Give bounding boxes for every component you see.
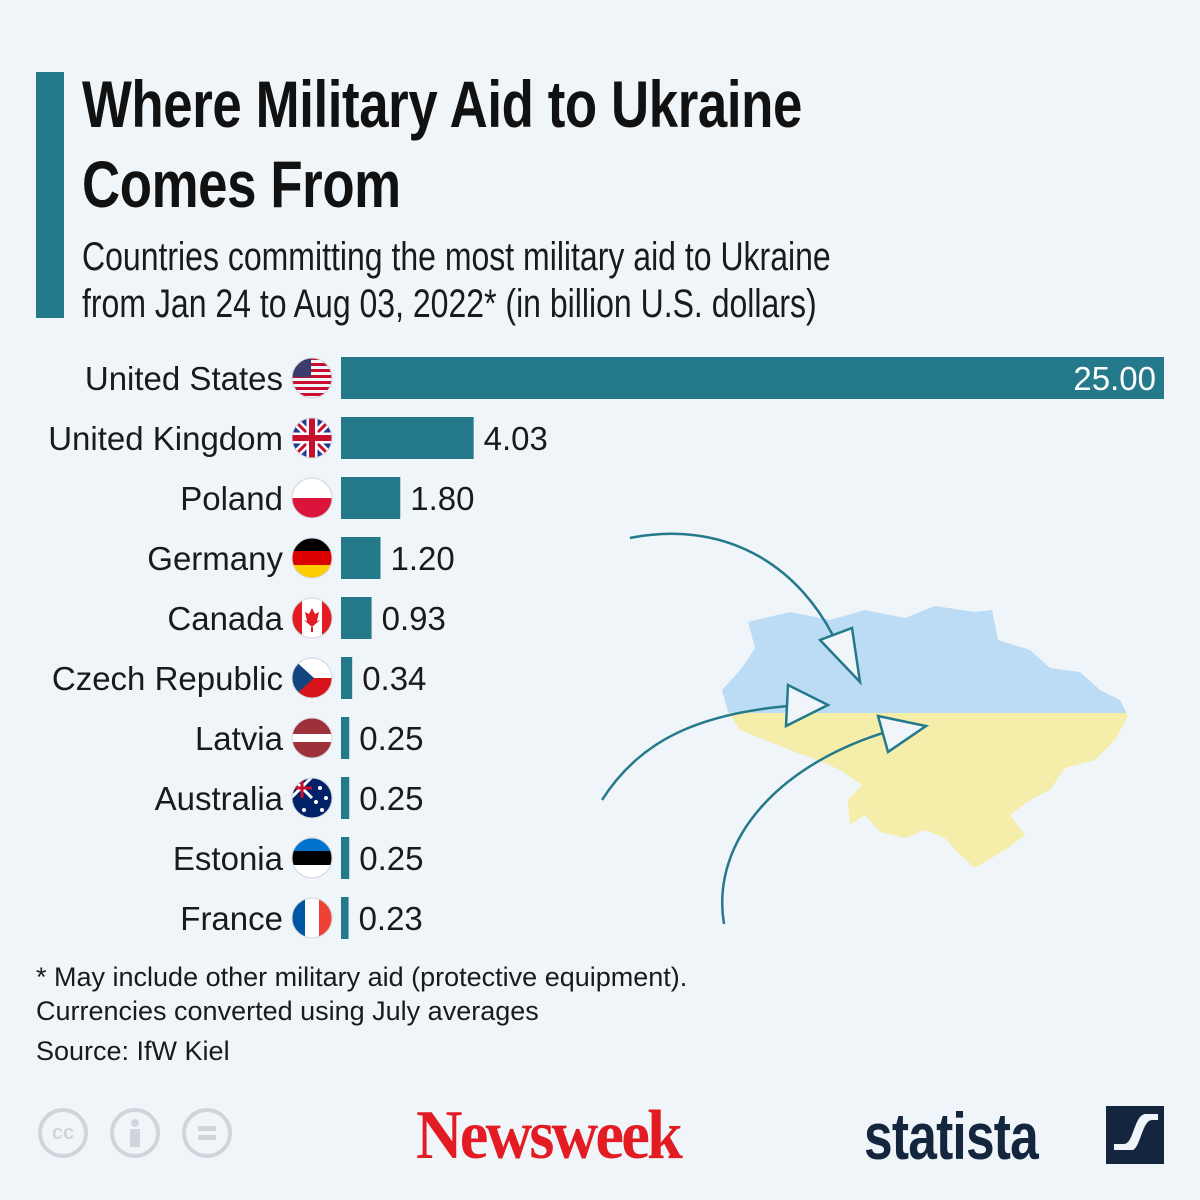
bar-chart: United States 25.00 United Kingdom 4.03 Pola… (48, 357, 1164, 939)
bar (341, 597, 372, 639)
source-text: Source: IfW Kiel (36, 1036, 230, 1066)
bar (341, 537, 381, 579)
attribution-icon[interactable] (110, 1108, 160, 1158)
title-line-1: Where Military Aid to Ukraine (82, 67, 802, 141)
arrowhead-icon (876, 714, 930, 755)
uk-flag-icon (291, 417, 333, 459)
bar (341, 777, 350, 819)
chart-subtitle: Countries committing the most military a… (82, 234, 831, 328)
canada-flag-icon (291, 597, 333, 639)
bar (341, 897, 349, 939)
equals-icon (198, 1126, 216, 1140)
value-label: 0.25 (359, 780, 423, 817)
category-label: Germany (147, 540, 283, 577)
france-flag-icon (291, 897, 333, 939)
newsweek-logo[interactable]: Newsweek (416, 1097, 683, 1174)
subtitle-line-2: from Jan 24 to Aug 03, 2022* (in billion… (82, 282, 817, 326)
value-label: 25.00 (1073, 360, 1156, 397)
value-label: 1.80 (410, 480, 474, 517)
poland-flag-icon (291, 477, 333, 519)
category-label: United States (85, 360, 283, 397)
value-label: 0.25 (359, 720, 423, 757)
statista-logo[interactable]: statista (864, 1099, 1039, 1173)
chart-title: Where Military Aid to Ukraine Comes From (82, 64, 802, 224)
value-label: 0.93 (382, 600, 446, 637)
arrow-icon (629, 532, 842, 651)
value-label: 1.20 (391, 540, 455, 577)
arrow-icon (721, 726, 901, 925)
arrow-icon (600, 703, 801, 801)
category-label: Canada (167, 600, 283, 637)
category-label: Latvia (195, 720, 284, 757)
bar (341, 837, 350, 879)
bar (341, 417, 474, 459)
category-label: Estonia (173, 840, 284, 877)
arrowhead-icon (784, 683, 831, 729)
subtitle-line-1: Countries committing the most military a… (82, 235, 831, 279)
arrowhead-icon (817, 626, 862, 686)
no-derivatives-icon[interactable] (182, 1108, 232, 1158)
value-label: 0.25 (359, 840, 423, 877)
category-label: Australia (155, 780, 284, 817)
czech-flag-icon (291, 657, 333, 699)
category-label: France (180, 900, 283, 937)
footnote-line-1: * May include other military aid (protec… (36, 962, 688, 992)
value-label: 0.34 (362, 660, 426, 697)
statista-logo-icon (1106, 1106, 1164, 1164)
us-flag-icon (291, 357, 333, 399)
person-icon (130, 1119, 140, 1147)
title-line-2: Comes From (82, 147, 401, 221)
cc-label: cc (51, 1121, 75, 1144)
footnote-line-2: Currencies converted using July averages (36, 996, 539, 1026)
australia-flag-icon (291, 777, 333, 819)
cc-license-icon[interactable]: cc (38, 1108, 88, 1158)
category-label: United Kingdom (48, 420, 283, 457)
bar (341, 357, 1164, 399)
bar (341, 477, 401, 519)
arrows (600, 532, 930, 925)
bar (341, 657, 353, 699)
germany-flag-icon (291, 537, 333, 579)
category-label: Czech Republic (52, 660, 283, 697)
value-label: 4.03 (484, 420, 548, 457)
estonia-flag-icon (291, 837, 333, 879)
title-accent-bar (36, 72, 64, 318)
bar (341, 717, 350, 759)
latvia-flag-icon (291, 717, 333, 759)
value-label: 0.23 (359, 900, 423, 937)
category-label: Poland (180, 480, 283, 517)
